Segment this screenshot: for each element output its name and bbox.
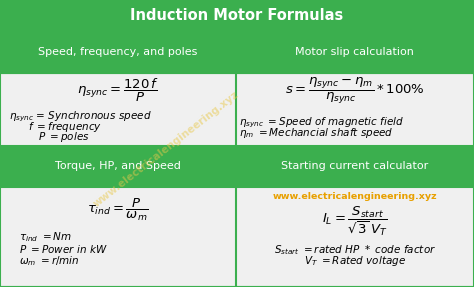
Text: Motor slip calculation: Motor slip calculation	[295, 47, 414, 57]
Text: $\eta_{sync}$ $= Speed\ of\ magnetic\ field$: $\eta_{sync}$ $= Speed\ of\ magnetic\ fi…	[239, 115, 405, 130]
Text: Starting current calculator: Starting current calculator	[281, 162, 428, 171]
Bar	[0, 146, 236, 187]
Text: $P$ $= Power\ in\ kW$: $P$ $= Power\ in\ kW$	[19, 243, 108, 255]
Text: $\tau_{ind}$ $= Nm$: $\tau_{ind}$ $= Nm$	[19, 230, 72, 244]
Text: $s = \dfrac{\eta_{sync} - \eta_m}{\eta_{sync}} * 100\%$: $s = \dfrac{\eta_{sync} - \eta_m}{\eta_{…	[285, 75, 425, 106]
Text: Speed, frequency, and poles: Speed, frequency, and poles	[38, 47, 198, 57]
Text: www.electricalengineering.xyz: www.electricalengineering.xyz	[91, 89, 240, 209]
Bar	[0, 30, 236, 73]
Text: $S_{start}$ $= rated\ HP\ *\ code\ factor$: $S_{start}$ $= rated\ HP\ *\ code\ facto…	[273, 243, 436, 257]
Bar	[0, 0, 474, 30]
Bar	[0, 187, 236, 287]
Bar	[236, 187, 474, 287]
Text: $\omega_m$ $= r/min$: $\omega_m$ $= r/min$	[19, 254, 80, 268]
Text: Induction Motor Formulas: Induction Motor Formulas	[130, 7, 344, 23]
Text: $P$ $= poles$: $P$ $= poles$	[38, 130, 90, 144]
Text: $\eta_{sync}$ = $Synchronous\ speed$: $\eta_{sync}$ = $Synchronous\ speed$	[9, 110, 152, 124]
Bar	[236, 73, 474, 146]
Text: $\eta_{sync} = \dfrac{120\,f}{P}$: $\eta_{sync} = \dfrac{120\,f}{P}$	[77, 77, 159, 104]
Text: $\eta_m$ $= Mechancial\ shaft\ speed$: $\eta_m$ $= Mechancial\ shaft\ speed$	[239, 127, 394, 140]
Bar	[236, 30, 474, 73]
Bar	[236, 146, 474, 187]
Text: $f$ $= frequency$: $f$ $= frequency$	[28, 120, 102, 134]
Text: $V_T$ $= Rated\ voltage$: $V_T$ $= Rated\ voltage$	[304, 254, 406, 268]
Text: www.electricalengineering.xyz: www.electricalengineering.xyz	[273, 192, 437, 201]
Bar	[0, 73, 236, 146]
Text: $\tau_{ind} = \dfrac{P}{\omega_m}$: $\tau_{ind} = \dfrac{P}{\omega_m}$	[87, 197, 148, 223]
Text: Torque, HP, and Speed: Torque, HP, and Speed	[55, 162, 181, 171]
Text: $I_L = \dfrac{S_{start}}{\sqrt{3}\,V_T}$: $I_L = \dfrac{S_{start}}{\sqrt{3}\,V_T}$	[322, 205, 387, 238]
